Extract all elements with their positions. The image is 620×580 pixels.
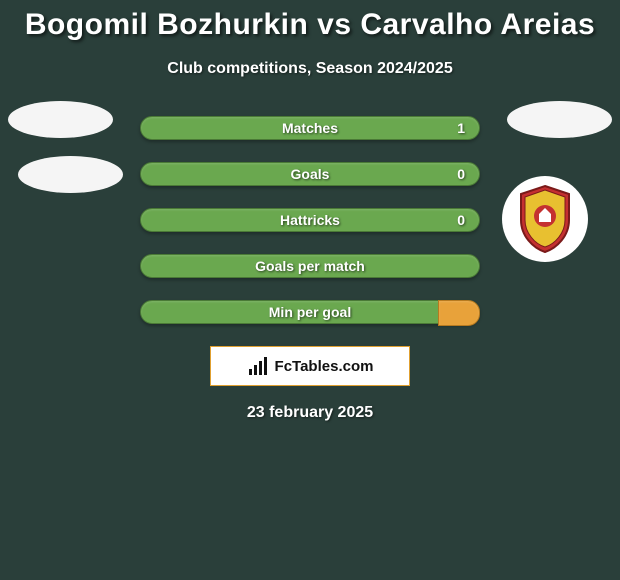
stat-bar-hattricks: Hattricks 0 bbox=[140, 208, 480, 232]
stat-value: 0 bbox=[457, 166, 465, 182]
shield-icon bbox=[515, 184, 575, 254]
stat-bar-goals-per-match: Goals per match bbox=[140, 254, 480, 278]
page-title: Bogomil Bozhurkin vs Carvalho Areias bbox=[0, 0, 620, 42]
brand-label: FcTables.com bbox=[275, 358, 374, 375]
stat-bar-min-per-goal: Min per goal bbox=[140, 300, 480, 324]
chart-icon bbox=[247, 355, 269, 377]
stat-label: Min per goal bbox=[269, 304, 351, 320]
date-label: 23 february 2025 bbox=[0, 404, 620, 422]
stat-label: Matches bbox=[282, 120, 338, 136]
player1-avatar bbox=[8, 101, 113, 138]
stat-value: 1 bbox=[457, 120, 465, 136]
player2-avatar bbox=[507, 101, 612, 138]
brand-box: FcTables.com bbox=[210, 346, 410, 386]
subtitle: Club competitions, Season 2024/2025 bbox=[0, 60, 620, 78]
stat-label: Hattricks bbox=[280, 212, 340, 228]
stat-bar-goals: Goals 0 bbox=[140, 162, 480, 186]
stat-row: Min per goal bbox=[0, 300, 620, 324]
stat-bar-matches: Matches 1 bbox=[140, 116, 480, 140]
stat-label: Goals bbox=[291, 166, 330, 182]
stat-label: Goals per match bbox=[255, 258, 365, 274]
team-badge bbox=[502, 176, 588, 262]
stats-area: Matches 1 Goals 0 Hattricks 0 Goals per … bbox=[0, 116, 620, 324]
player1-avatar-secondary bbox=[18, 156, 123, 193]
stat-value: 0 bbox=[457, 212, 465, 228]
